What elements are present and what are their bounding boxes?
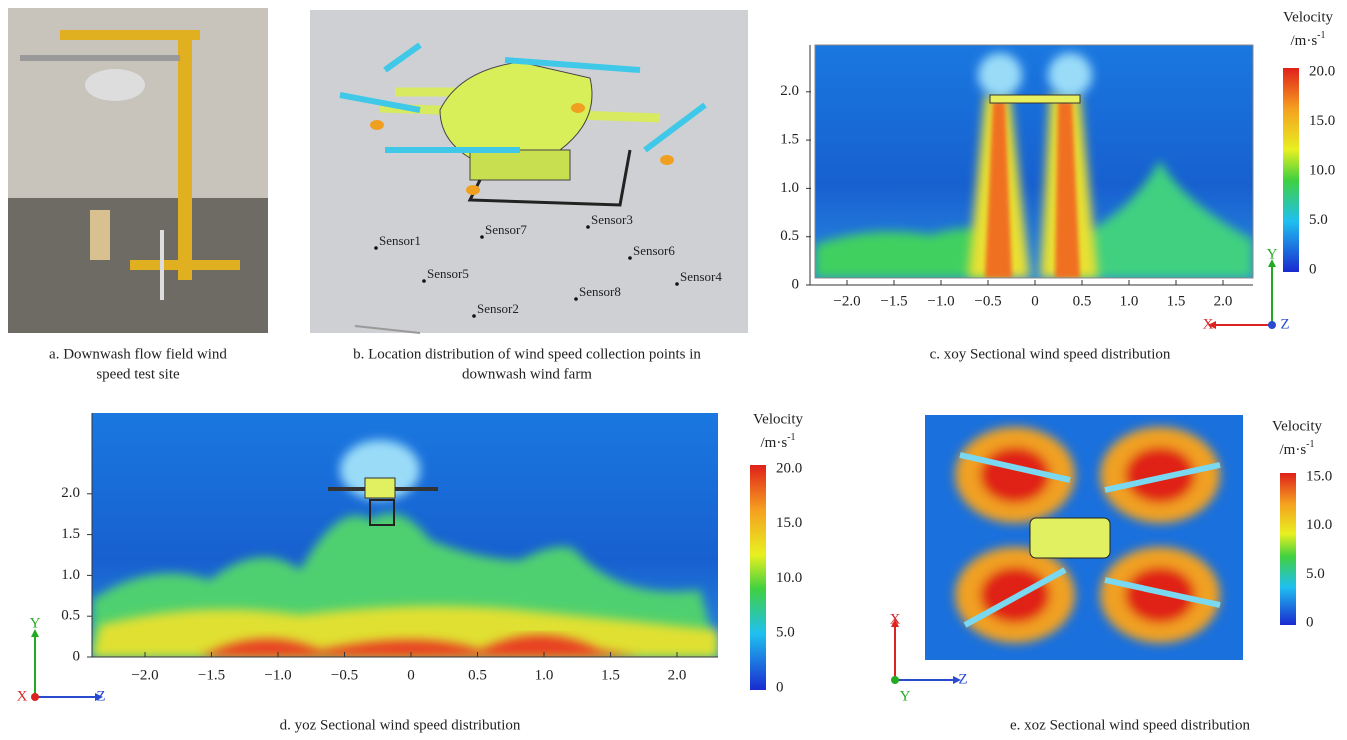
caption: b. Location distribution of wind speed c… bbox=[353, 346, 701, 362]
colorbar-unit: /m·s bbox=[1279, 442, 1306, 458]
photo bbox=[8, 8, 268, 333]
colorbar-title: Velocity bbox=[1283, 9, 1333, 25]
axis-origin bbox=[31, 693, 39, 701]
x-tick-label: 0 bbox=[407, 667, 415, 683]
colorbar-tick-label: 5.0 bbox=[1306, 566, 1325, 582]
xoz-field bbox=[925, 415, 1243, 660]
axis-label: Y bbox=[900, 688, 911, 704]
colorbar-unit-exp: -1 bbox=[1317, 30, 1325, 41]
sensor-dot bbox=[628, 256, 632, 260]
x-tick-label: −1.5 bbox=[880, 293, 907, 309]
colorbar bbox=[750, 465, 766, 690]
sensor-dot bbox=[472, 314, 476, 318]
y-tick-label: 1.5 bbox=[780, 132, 799, 148]
colorbar-unit-exp: -1 bbox=[787, 432, 795, 443]
x-tick-label: −1.0 bbox=[927, 293, 954, 309]
caption: d. yoz Sectional wind speed distribution bbox=[280, 717, 521, 733]
caption: a. Downwash flow field wind bbox=[49, 346, 227, 362]
x-tick-label: 2.0 bbox=[668, 667, 687, 683]
sensor-label: Sensor5 bbox=[427, 266, 469, 281]
colorbar-unit: /m·s-1 bbox=[1279, 439, 1314, 458]
colorbar-unit: /m·s bbox=[1290, 33, 1317, 49]
x-tick-label: −2.0 bbox=[833, 293, 860, 309]
yoz-field bbox=[92, 413, 718, 657]
colorbar-tick-label: 10.0 bbox=[1306, 517, 1332, 533]
x-tick-label: 0.5 bbox=[1073, 293, 1092, 309]
colorbar-tick-label: 15.0 bbox=[1306, 468, 1332, 484]
x-tick-label: 1.5 bbox=[601, 667, 620, 683]
xoy-field bbox=[815, 45, 1253, 278]
caption: downwash wind farm bbox=[462, 366, 592, 382]
colorbar-unit: /m·s-1 bbox=[1290, 30, 1325, 49]
colorbar bbox=[1280, 473, 1296, 625]
x-tick-label: 1.0 bbox=[1120, 293, 1139, 309]
y-tick-label: 1.0 bbox=[780, 180, 799, 196]
sensor-dot bbox=[422, 279, 426, 283]
figure: a. Downwash flow field wind speed test si… bbox=[0, 0, 1347, 740]
sensor-dot bbox=[480, 235, 484, 239]
sensor-label: Sensor2 bbox=[477, 301, 519, 316]
sensor-dot bbox=[675, 282, 679, 286]
colorbar-tick-label: 20.0 bbox=[776, 460, 802, 476]
axis-origin bbox=[891, 676, 899, 684]
colorbar-tick-label: 0 bbox=[1306, 614, 1314, 630]
axis-label: Y bbox=[30, 615, 41, 631]
colorbar-title: Velocity bbox=[1272, 418, 1322, 434]
colorbar-tick-label: 15.0 bbox=[776, 515, 802, 531]
sensor-dot bbox=[574, 297, 578, 301]
axis-label: Y bbox=[1267, 246, 1278, 262]
colorbar-tick-label: 5.0 bbox=[776, 625, 795, 641]
colorbar-tick-label: 10.0 bbox=[1309, 162, 1335, 178]
colorbar-tick-label: 0 bbox=[776, 679, 784, 695]
sensor-dot bbox=[374, 246, 378, 250]
x-tick-label: 1.0 bbox=[535, 667, 554, 683]
axis-origin bbox=[1268, 321, 1276, 329]
drone-scene bbox=[310, 10, 748, 333]
x-tick-label: −1.0 bbox=[264, 667, 291, 683]
sensor-label: Sensor7 bbox=[485, 222, 527, 237]
axis-label: Z bbox=[958, 671, 967, 687]
y-tick-label: 1.0 bbox=[61, 567, 80, 583]
y-tick-label: 1.5 bbox=[61, 526, 80, 542]
x-tick-label: 2.0 bbox=[1214, 293, 1233, 309]
x-tick-label: 0.5 bbox=[468, 667, 487, 683]
y-tick-label: 0.5 bbox=[780, 228, 799, 244]
x-tick-label: −2.0 bbox=[131, 667, 158, 683]
colorbar-unit: /m·s-1 bbox=[760, 432, 795, 451]
sensor-label: Sensor3 bbox=[591, 212, 633, 227]
colorbar bbox=[1283, 68, 1299, 272]
colorbar-tick-label: 5.0 bbox=[1309, 212, 1328, 228]
y-tick-label: 2.0 bbox=[61, 485, 80, 501]
sensor-label: Sensor4 bbox=[680, 269, 722, 284]
sensor-dot bbox=[586, 225, 590, 229]
y-tick-label: 0.5 bbox=[61, 608, 80, 624]
axis-label: X bbox=[17, 688, 28, 704]
x-tick-label: 0 bbox=[1031, 293, 1039, 309]
y-tick-label: 0 bbox=[792, 276, 800, 292]
sensor-label: Sensor8 bbox=[579, 284, 621, 299]
y-tick-label: 2.0 bbox=[780, 83, 799, 99]
colorbar-title: Velocity bbox=[753, 411, 803, 427]
colorbar-tick-label: 10.0 bbox=[776, 570, 802, 586]
sensor-label: Sensor1 bbox=[379, 233, 421, 248]
sensor-label: Sensor6 bbox=[633, 243, 675, 258]
x-tick-label: −0.5 bbox=[974, 293, 1001, 309]
y-tick-label: 0 bbox=[73, 648, 81, 664]
caption: e. xoz Sectional wind speed distribution bbox=[1010, 717, 1250, 733]
caption: c. xoy Sectional wind speed distribution bbox=[930, 346, 1171, 362]
axis-label: Z bbox=[96, 688, 105, 704]
x-tick-label: −0.5 bbox=[331, 667, 358, 683]
x-tick-label: −1.5 bbox=[198, 667, 225, 683]
colorbar-tick-label: 15.0 bbox=[1309, 113, 1335, 129]
axis-label: X bbox=[1203, 316, 1214, 332]
axis-label: X bbox=[890, 611, 901, 627]
axis-label: Z bbox=[1280, 316, 1289, 332]
colorbar-unit-exp: -1 bbox=[1306, 439, 1314, 450]
colorbar-tick-label: 20.0 bbox=[1309, 63, 1335, 79]
caption: speed test site bbox=[96, 366, 180, 382]
colorbar-unit: /m·s bbox=[760, 435, 787, 451]
x-tick-label: 1.5 bbox=[1167, 293, 1186, 309]
colorbar-tick-label: 0 bbox=[1309, 261, 1317, 277]
